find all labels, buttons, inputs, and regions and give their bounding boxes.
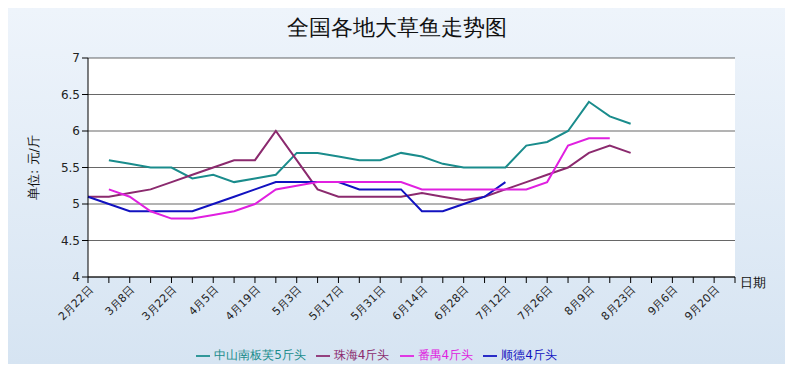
- svg-text:8月23日: 8月23日: [599, 283, 639, 323]
- html-text:顺德4斤头: 顺德4斤头: [501, 348, 557, 362]
- svg-text:6月14日: 6月14日: [390, 283, 430, 323]
- svg-text:4: 4: [72, 270, 80, 284]
- svg-text:4.5: 4.5: [61, 234, 80, 248]
- svg-text:4月5日: 4月5日: [186, 283, 221, 318]
- svg-text:6: 6: [72, 124, 80, 138]
- svg-text:5月17日: 5月17日: [306, 283, 346, 323]
- svg-text:9月6日: 9月6日: [645, 283, 680, 318]
- svg-text:5.5: 5.5: [61, 161, 80, 175]
- html-text:中山南板芙5斤头: 中山南板芙5斤头: [214, 348, 306, 362]
- svg-text:9月20日: 9月20日: [682, 283, 722, 323]
- svg-text:3月8日: 3月8日: [103, 283, 138, 318]
- svg-text:6月28日: 6月28日: [432, 283, 472, 323]
- svg-text:日期: 日期: [740, 275, 766, 290]
- svg-text:5: 5: [72, 197, 80, 211]
- svg-text:4月19日: 4月19日: [223, 283, 263, 323]
- svg-text:7: 7: [72, 51, 80, 65]
- svg-text:7月12日: 7月12日: [473, 283, 513, 323]
- svg-text:5月3日: 5月3日: [270, 283, 305, 318]
- html-text:番禺4斤头: 番禺4斤头: [417, 348, 474, 362]
- svg-text:5月31日: 5月31日: [348, 283, 388, 323]
- svg-text:8月9日: 8月9日: [562, 283, 597, 318]
- svg-text:7月26日: 7月26日: [515, 283, 555, 323]
- svg-text:单位: 元/斤: 单位: 元/斤: [26, 135, 41, 200]
- svg-text:6.5: 6.5: [61, 88, 80, 102]
- html-text:全国各地大草鱼走势图: 全国各地大草鱼走势图: [286, 15, 507, 40]
- svg-text:3月22日: 3月22日: [140, 283, 180, 323]
- svg-text:2月22日: 2月22日: [56, 283, 96, 323]
- html-text:珠海4斤头: 珠海4斤头: [333, 348, 390, 362]
